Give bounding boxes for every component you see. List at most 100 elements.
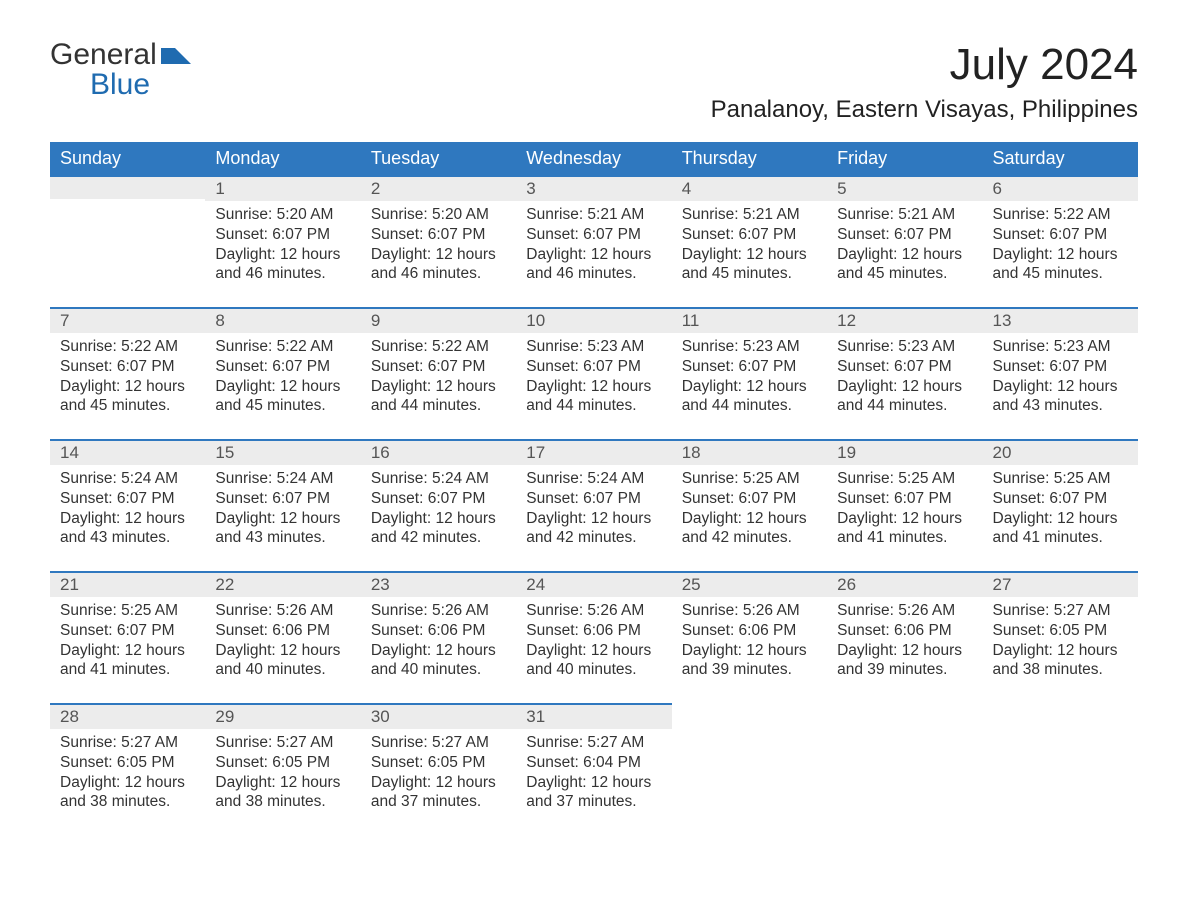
daylight-line: Daylight: 12 hours and 46 minutes.	[371, 245, 506, 285]
daylight-line: Daylight: 12 hours and 45 minutes.	[682, 245, 817, 285]
daylight-line: Daylight: 12 hours and 38 minutes.	[215, 773, 350, 813]
daylight-line: Daylight: 12 hours and 42 minutes.	[526, 509, 661, 549]
sunrise-line: Sunrise: 5:20 AM	[215, 205, 350, 225]
daylight-line: Daylight: 12 hours and 40 minutes.	[526, 641, 661, 681]
sunrise-line: Sunrise: 5:22 AM	[993, 205, 1128, 225]
sunrise-line: Sunrise: 5:27 AM	[215, 733, 350, 753]
calendar-cell: 13Sunrise: 5:23 AMSunset: 6:07 PMDayligh…	[983, 307, 1138, 439]
day-details: Sunrise: 5:24 AMSunset: 6:07 PMDaylight:…	[516, 465, 671, 556]
day-number: 28	[50, 703, 205, 729]
title-block: July 2024 Panalanoy, Eastern Visayas, Ph…	[711, 40, 1138, 134]
logo: General Blue	[50, 40, 191, 100]
sunset-line: Sunset: 6:06 PM	[837, 621, 972, 641]
day-details: Sunrise: 5:22 AMSunset: 6:07 PMDaylight:…	[50, 333, 205, 424]
sunrise-line: Sunrise: 5:23 AM	[993, 337, 1128, 357]
day-number: 20	[983, 439, 1138, 465]
day-details: Sunrise: 5:27 AMSunset: 6:05 PMDaylight:…	[205, 729, 360, 820]
sunrise-line: Sunrise: 5:24 AM	[215, 469, 350, 489]
sunrise-line: Sunrise: 5:23 AM	[682, 337, 817, 357]
calendar-cell: 12Sunrise: 5:23 AMSunset: 6:07 PMDayligh…	[827, 307, 982, 439]
day-number: 9	[361, 307, 516, 333]
daylight-line: Daylight: 12 hours and 41 minutes.	[60, 641, 195, 681]
location-subtitle: Panalanoy, Eastern Visayas, Philippines	[711, 96, 1138, 124]
day-details: Sunrise: 5:26 AMSunset: 6:06 PMDaylight:…	[672, 597, 827, 688]
day-number: 14	[50, 439, 205, 465]
month-title: July 2024	[711, 40, 1138, 90]
col-wednesday: Wednesday	[516, 142, 671, 175]
sunset-line: Sunset: 6:07 PM	[371, 489, 506, 509]
calendar-cell: 7Sunrise: 5:22 AMSunset: 6:07 PMDaylight…	[50, 307, 205, 439]
day-details: Sunrise: 5:22 AMSunset: 6:07 PMDaylight:…	[205, 333, 360, 424]
sunset-line: Sunset: 6:07 PM	[215, 357, 350, 377]
sunset-line: Sunset: 6:04 PM	[526, 753, 661, 773]
day-number: 15	[205, 439, 360, 465]
calendar-cell	[672, 703, 827, 835]
sunrise-line: Sunrise: 5:26 AM	[837, 601, 972, 621]
calendar-cell: 10Sunrise: 5:23 AMSunset: 6:07 PMDayligh…	[516, 307, 671, 439]
sunset-line: Sunset: 6:07 PM	[526, 489, 661, 509]
sunset-line: Sunset: 6:07 PM	[682, 357, 817, 377]
daylight-line: Daylight: 12 hours and 42 minutes.	[371, 509, 506, 549]
sunset-line: Sunset: 6:07 PM	[682, 225, 817, 245]
day-details: Sunrise: 5:21 AMSunset: 6:07 PMDaylight:…	[516, 201, 671, 292]
sunset-line: Sunset: 6:07 PM	[993, 489, 1128, 509]
sunset-line: Sunset: 6:07 PM	[526, 357, 661, 377]
day-details: Sunrise: 5:25 AMSunset: 6:07 PMDaylight:…	[827, 465, 982, 556]
day-details: Sunrise: 5:27 AMSunset: 6:04 PMDaylight:…	[516, 729, 671, 820]
daylight-line: Daylight: 12 hours and 37 minutes.	[371, 773, 506, 813]
calendar-cell: 24Sunrise: 5:26 AMSunset: 6:06 PMDayligh…	[516, 571, 671, 703]
sunset-line: Sunset: 6:07 PM	[993, 357, 1128, 377]
calendar-cell: 1Sunrise: 5:20 AMSunset: 6:07 PMDaylight…	[205, 175, 360, 307]
sunrise-line: Sunrise: 5:24 AM	[371, 469, 506, 489]
sunset-line: Sunset: 6:07 PM	[215, 489, 350, 509]
daylight-line: Daylight: 12 hours and 37 minutes.	[526, 773, 661, 813]
calendar-cell: 11Sunrise: 5:23 AMSunset: 6:07 PMDayligh…	[672, 307, 827, 439]
daylight-line: Daylight: 12 hours and 41 minutes.	[837, 509, 972, 549]
sunrise-line: Sunrise: 5:25 AM	[993, 469, 1128, 489]
day-number: 21	[50, 571, 205, 597]
sunset-line: Sunset: 6:07 PM	[215, 225, 350, 245]
daylight-line: Daylight: 12 hours and 45 minutes.	[60, 377, 195, 417]
col-saturday: Saturday	[983, 142, 1138, 175]
sunset-line: Sunset: 6:06 PM	[215, 621, 350, 641]
sunrise-line: Sunrise: 5:26 AM	[526, 601, 661, 621]
calendar-cell: 28Sunrise: 5:27 AMSunset: 6:05 PMDayligh…	[50, 703, 205, 835]
day-number: 27	[983, 571, 1138, 597]
calendar-cell: 14Sunrise: 5:24 AMSunset: 6:07 PMDayligh…	[50, 439, 205, 571]
sunset-line: Sunset: 6:07 PM	[60, 357, 195, 377]
calendar-week: 28Sunrise: 5:27 AMSunset: 6:05 PMDayligh…	[50, 703, 1138, 835]
sunset-line: Sunset: 6:07 PM	[837, 225, 972, 245]
day-details: Sunrise: 5:26 AMSunset: 6:06 PMDaylight:…	[516, 597, 671, 688]
day-number: 13	[983, 307, 1138, 333]
calendar-cell: 30Sunrise: 5:27 AMSunset: 6:05 PMDayligh…	[361, 703, 516, 835]
sunset-line: Sunset: 6:07 PM	[60, 621, 195, 641]
day-details: Sunrise: 5:23 AMSunset: 6:07 PMDaylight:…	[672, 333, 827, 424]
day-number: 18	[672, 439, 827, 465]
sunrise-line: Sunrise: 5:23 AM	[837, 337, 972, 357]
day-details: Sunrise: 5:26 AMSunset: 6:06 PMDaylight:…	[827, 597, 982, 688]
day-details: Sunrise: 5:24 AMSunset: 6:07 PMDaylight:…	[205, 465, 360, 556]
day-details: Sunrise: 5:27 AMSunset: 6:05 PMDaylight:…	[983, 597, 1138, 688]
sunrise-line: Sunrise: 5:25 AM	[837, 469, 972, 489]
calendar-week: 21Sunrise: 5:25 AMSunset: 6:07 PMDayligh…	[50, 571, 1138, 703]
daylight-line: Daylight: 12 hours and 44 minutes.	[682, 377, 817, 417]
sunrise-line: Sunrise: 5:21 AM	[682, 205, 817, 225]
calendar-cell: 22Sunrise: 5:26 AMSunset: 6:06 PMDayligh…	[205, 571, 360, 703]
calendar-cell	[50, 175, 205, 307]
sunrise-line: Sunrise: 5:25 AM	[60, 601, 195, 621]
sunrise-line: Sunrise: 5:22 AM	[215, 337, 350, 357]
day-number: 11	[672, 307, 827, 333]
day-number: 6	[983, 175, 1138, 201]
calendar-cell	[983, 703, 1138, 835]
day-number: 26	[827, 571, 982, 597]
calendar-cell: 15Sunrise: 5:24 AMSunset: 6:07 PMDayligh…	[205, 439, 360, 571]
calendar-cell	[827, 703, 982, 835]
day-number: 16	[361, 439, 516, 465]
daylight-line: Daylight: 12 hours and 38 minutes.	[60, 773, 195, 813]
sunset-line: Sunset: 6:06 PM	[371, 621, 506, 641]
sunset-line: Sunset: 6:07 PM	[371, 225, 506, 245]
day-details: Sunrise: 5:23 AMSunset: 6:07 PMDaylight:…	[983, 333, 1138, 424]
daylight-line: Daylight: 12 hours and 40 minutes.	[371, 641, 506, 681]
sunrise-line: Sunrise: 5:25 AM	[682, 469, 817, 489]
sunset-line: Sunset: 6:05 PM	[993, 621, 1128, 641]
